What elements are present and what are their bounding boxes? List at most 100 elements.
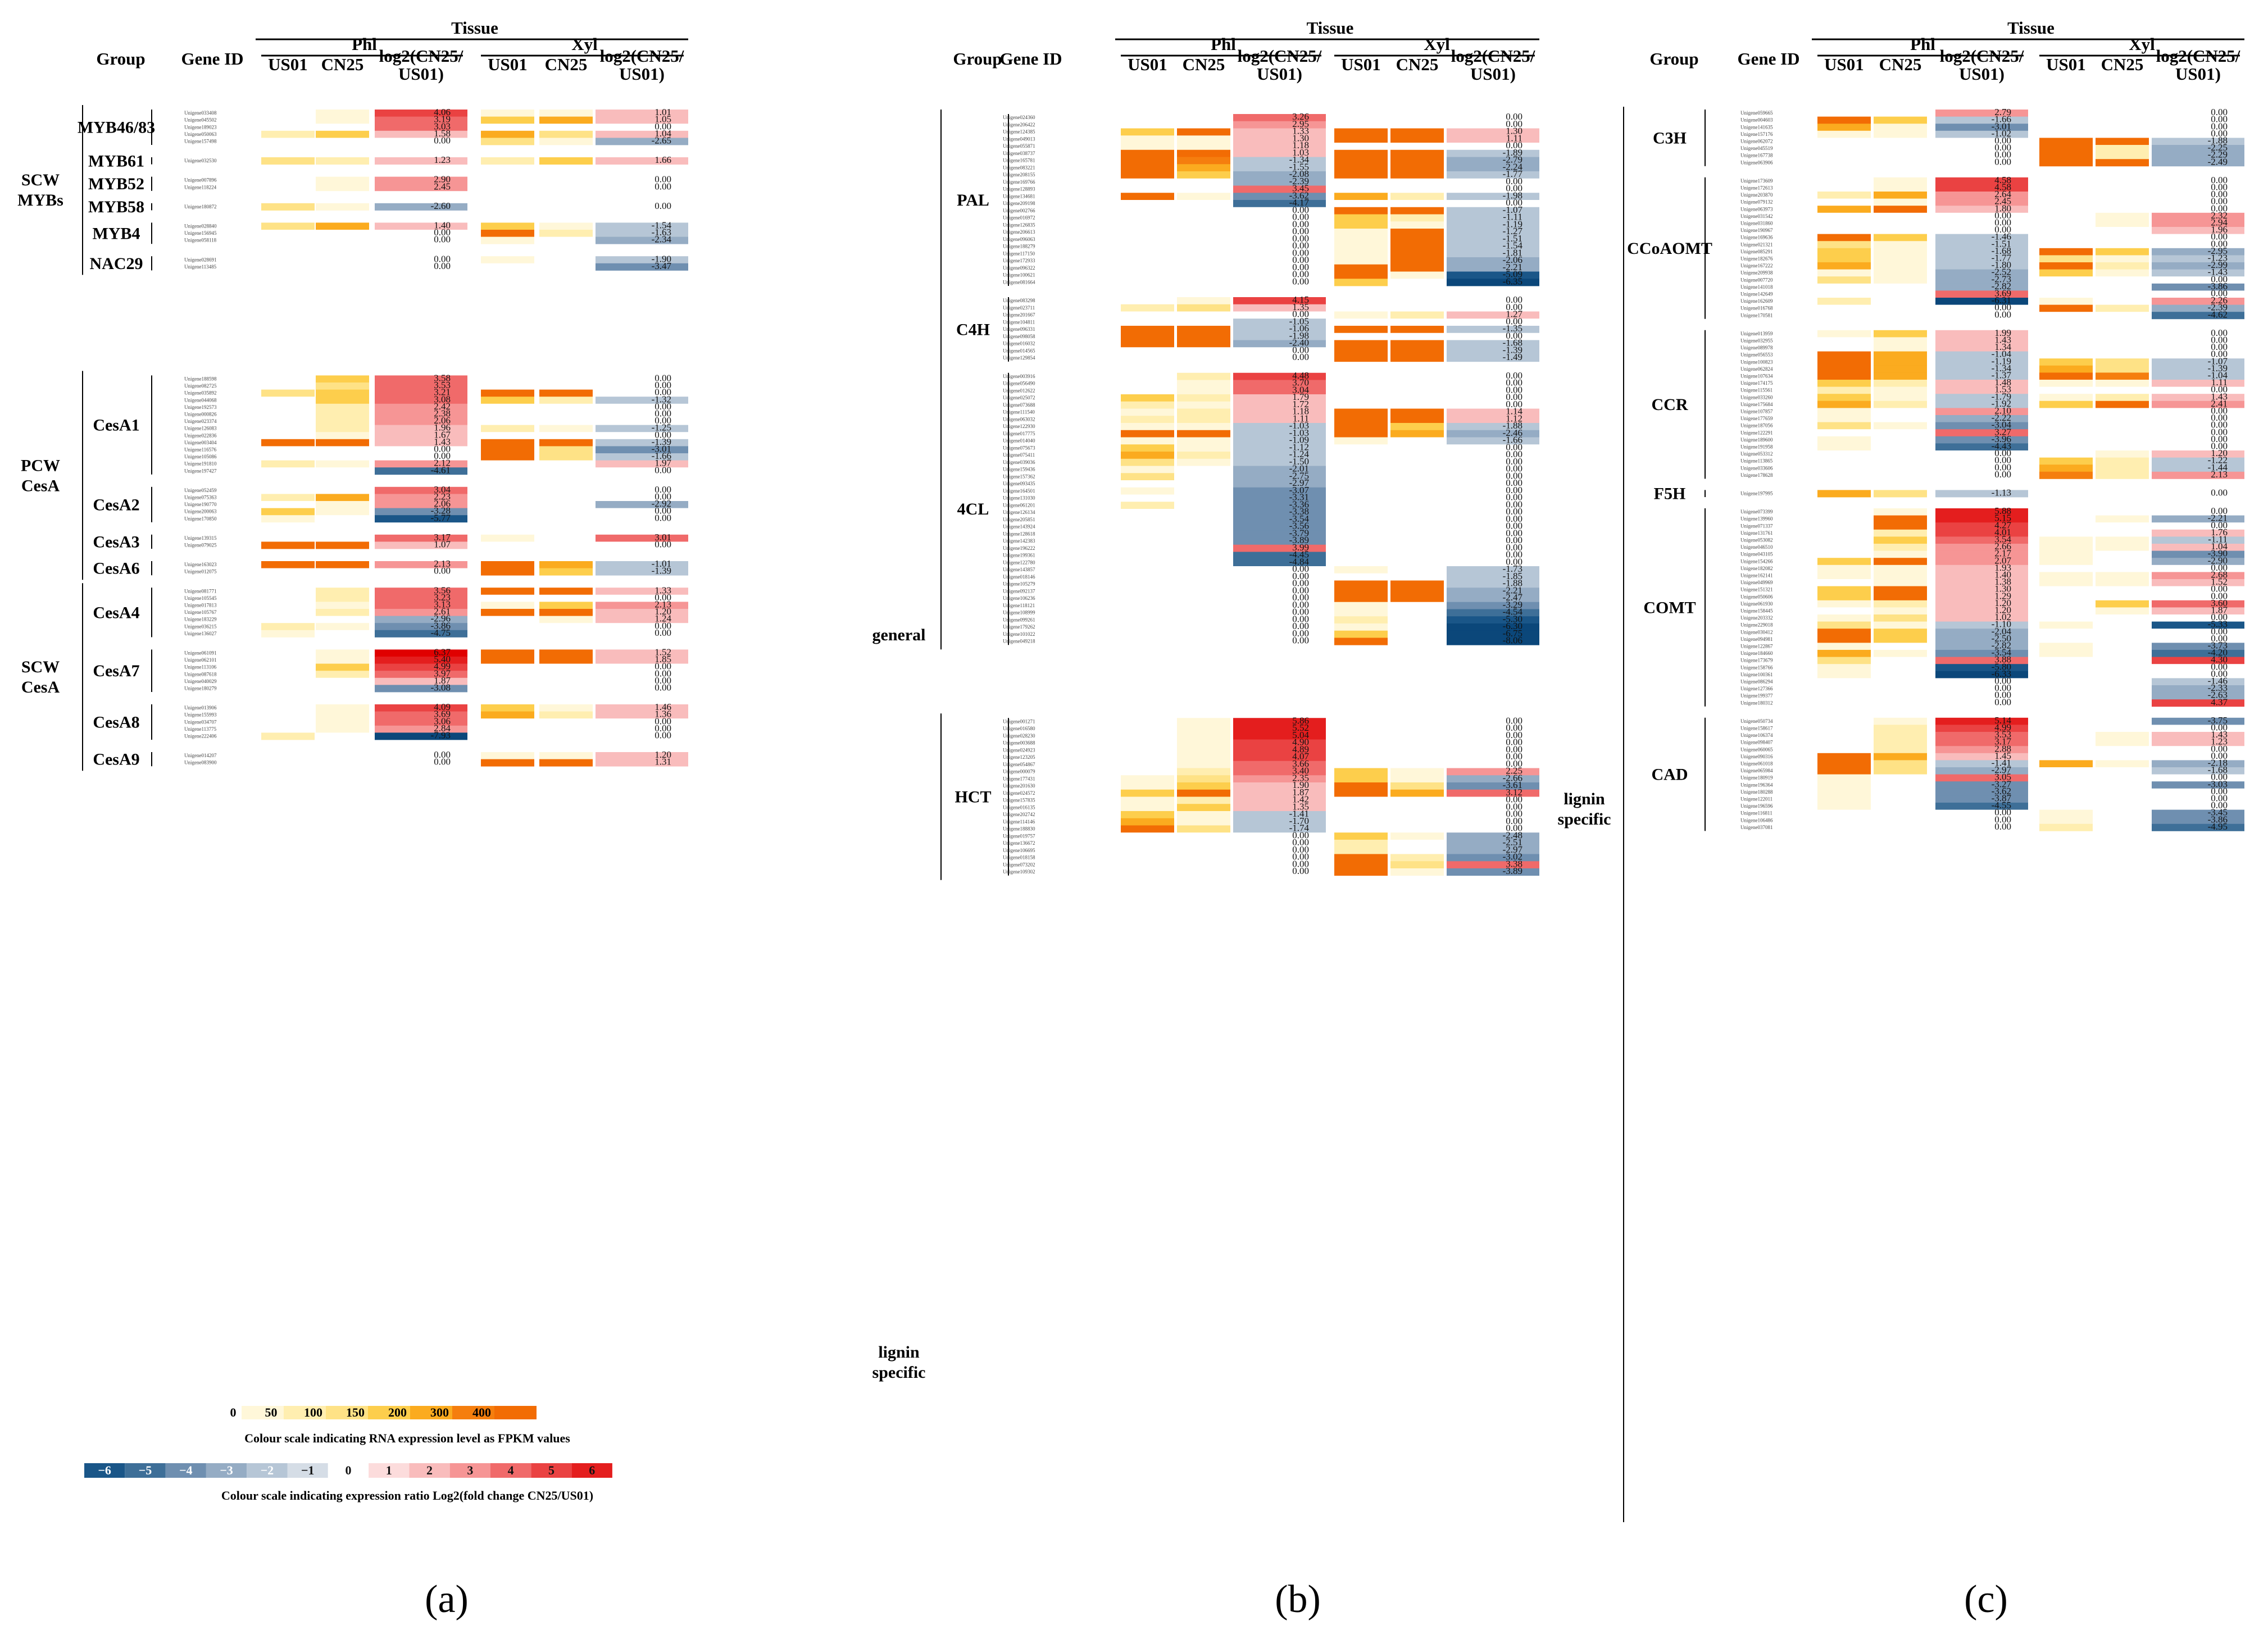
ratio-cell — [596, 718, 688, 726]
fpkm-cell — [539, 759, 593, 767]
ratio-cell — [1935, 337, 2028, 345]
fpkm-cell — [2039, 760, 2093, 768]
ratio-value: 0.00 — [1292, 240, 1309, 251]
ratio-cell — [375, 534, 467, 542]
fpkm-cell — [1390, 458, 1444, 466]
fpkm-cell — [1177, 530, 1230, 538]
ratio-cell — [596, 677, 688, 685]
fpkm-cell — [1390, 868, 1444, 876]
ratio-cell — [596, 425, 688, 432]
ratio-cell — [375, 124, 467, 131]
ratio-value: -5.09 — [1503, 269, 1522, 280]
fpkm-cell — [1121, 754, 1174, 762]
fpkm-cell — [481, 663, 534, 671]
fpkm-cell — [2096, 685, 2149, 693]
fpkm-cell — [261, 486, 315, 494]
fpkm-cell — [539, 157, 593, 165]
fpkm-cell — [1390, 861, 1444, 869]
fpkm-cell — [2096, 227, 2149, 234]
ratio-value: -2.52 — [1992, 267, 2011, 277]
fpkm-cell — [1390, 387, 1444, 395]
fpkm-cell — [1874, 312, 1927, 320]
fpkm-legend-tick: 50 — [265, 1405, 278, 1419]
group-name: COMT — [1643, 598, 1696, 617]
fpkm-cell — [2096, 746, 2149, 754]
ratio-value: -1.51 — [1992, 238, 2011, 249]
ratio-cell — [1935, 607, 2028, 615]
fpkm-cell — [2039, 422, 2093, 430]
gene-id: Unigene031542 — [1740, 213, 1773, 219]
fpkm-cell — [539, 568, 593, 576]
ratio-cell — [1935, 351, 2028, 359]
fpkm-cell — [481, 124, 534, 131]
fpkm-cell — [2096, 471, 2149, 479]
fpkm-cell — [1177, 394, 1230, 402]
ratio-cell — [2152, 490, 2244, 498]
gene-id: Unigene126835 — [1003, 222, 1035, 227]
fpkm-cell — [1817, 650, 1871, 657]
gene-id: Unigene062072 — [1740, 138, 1773, 144]
ratio-cell — [596, 541, 688, 549]
ratio-value: 0.00 — [1506, 470, 1522, 481]
ratio-cell — [1233, 423, 1326, 431]
fpkm-cell — [1177, 326, 1230, 334]
ratio-cell — [1447, 128, 1539, 136]
fpkm-cell — [1817, 817, 1871, 825]
ratio-cell — [1233, 444, 1326, 452]
fpkm-cell — [1121, 588, 1174, 595]
fpkm-cell — [481, 588, 534, 595]
fpkm-cell — [481, 432, 534, 440]
fpkm-cell — [261, 609, 315, 616]
fpkm-cell — [539, 124, 593, 131]
ratio-cell — [2152, 177, 2244, 185]
ratio-value: 0.00 — [1506, 794, 1522, 805]
fpkm-cell — [481, 657, 534, 664]
fpkm-cell — [1121, 326, 1174, 334]
ratio-value: -5.30 — [1503, 613, 1522, 624]
fpkm-cell — [1121, 214, 1174, 222]
fpkm-cell — [1121, 573, 1174, 581]
fpkm-cell — [481, 725, 534, 733]
gene-id: Unigene131030 — [1003, 495, 1035, 501]
fpkm-cell — [1874, 739, 1927, 746]
fpkm-cell — [1817, 529, 1871, 537]
fpkm-cell — [1177, 157, 1230, 165]
ratio-value: 1.20 — [655, 749, 671, 760]
column-header: US01 — [268, 54, 308, 74]
ratio-cell — [1447, 580, 1539, 588]
fpkm-cell — [1121, 143, 1174, 151]
fpkm-cell — [1121, 387, 1174, 395]
ratio-value: -2.06 — [1503, 254, 1522, 265]
ratio-value: -3.29 — [1503, 599, 1522, 610]
ratio-cell — [1935, 177, 2028, 185]
ratio-value: 0.00 — [2211, 121, 2228, 131]
ratio-cell — [1233, 257, 1326, 265]
ratio-cell — [2152, 386, 2244, 394]
fpkm-cell — [1817, 678, 1871, 686]
ratio-value: 2.38 — [434, 408, 451, 418]
ratio-cell — [1233, 638, 1326, 645]
ratio-value: -4.75 — [431, 627, 451, 638]
super-group-name: SCW — [21, 171, 60, 189]
column-header: log2(CN25/ — [600, 46, 684, 66]
fpkm-cell — [1177, 207, 1230, 215]
ratio-value: 0.00 — [1506, 808, 1522, 819]
fpkm-cell — [316, 418, 369, 425]
ratio-value: -2.97 — [1503, 844, 1523, 855]
ratio-value: 1.34 — [1994, 342, 2011, 352]
gene-id: Unigene018158 — [1003, 855, 1035, 860]
fpkm-cell — [1874, 159, 1927, 167]
fpkm-cell — [2039, 753, 2093, 761]
ratio-cell — [1447, 333, 1539, 340]
ratio-value: 0.00 — [1506, 542, 1522, 553]
fpkm-cell — [316, 256, 369, 264]
fpkm-cell — [539, 541, 593, 549]
fpkm-cell — [1121, 347, 1174, 355]
ratio-cell — [2152, 145, 2244, 152]
ratio-value: 0.00 — [2211, 626, 2228, 636]
fpkm-cell — [261, 508, 315, 516]
fpkm-cell — [539, 397, 593, 404]
ratio-cell — [1935, 212, 2028, 220]
fpkm-cell — [1874, 664, 1927, 672]
